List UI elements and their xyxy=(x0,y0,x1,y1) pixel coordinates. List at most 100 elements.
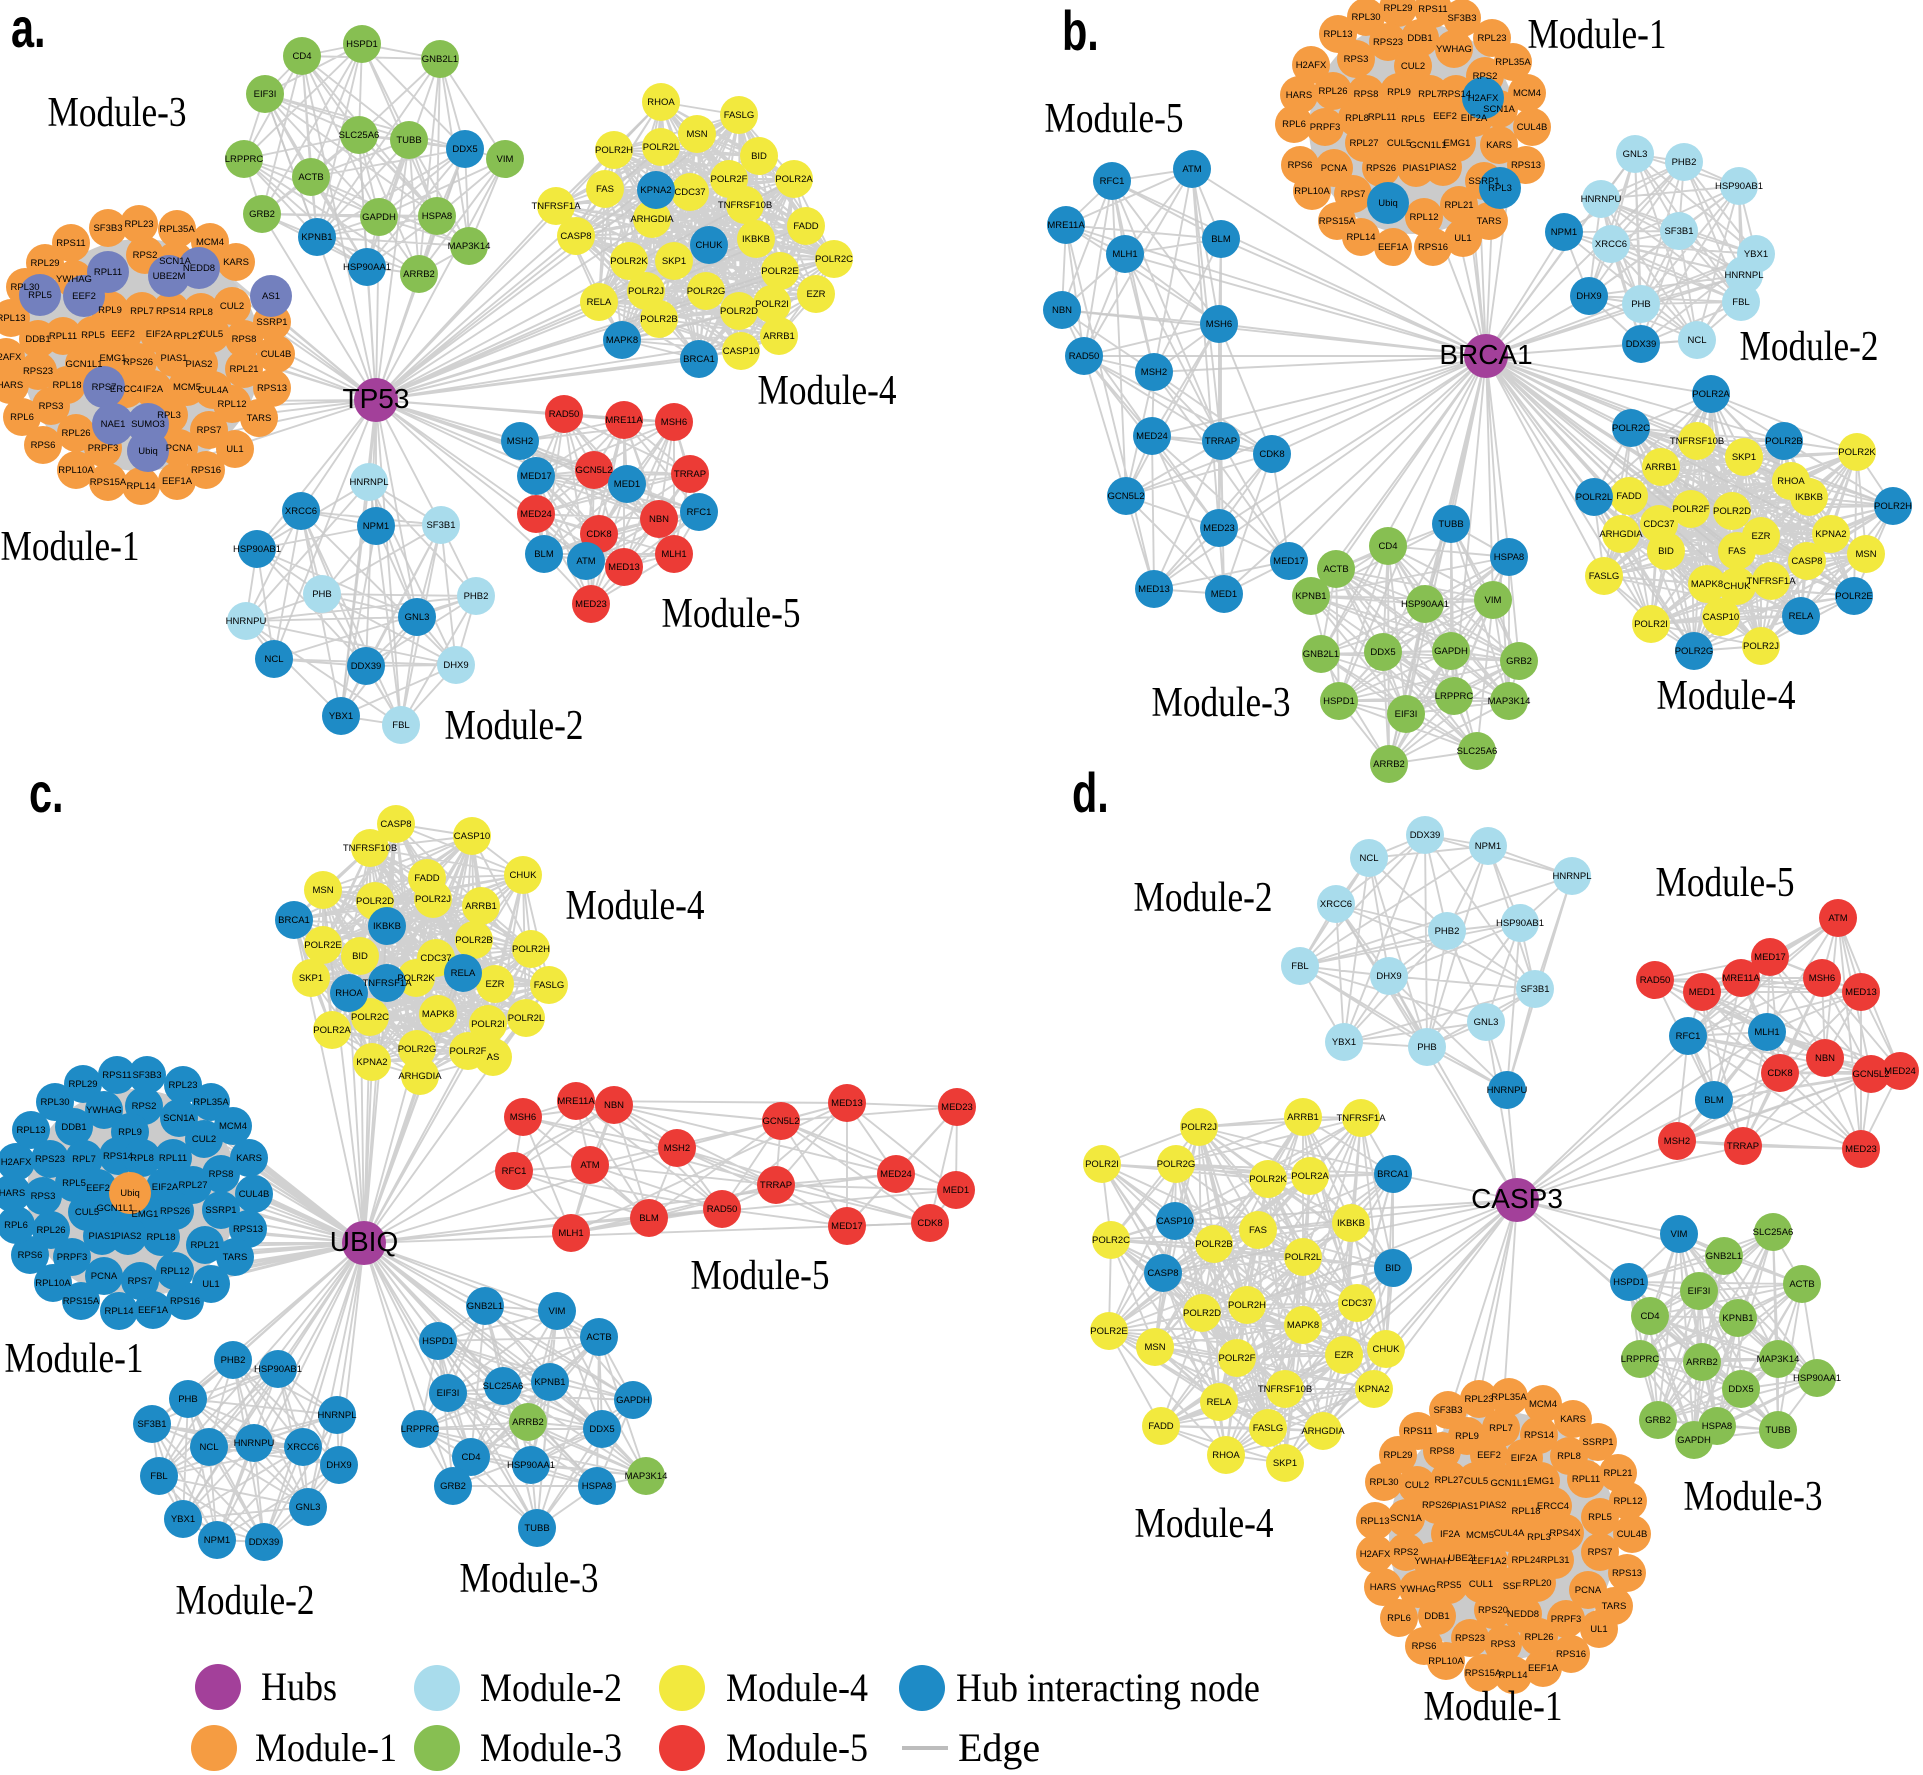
svg-text:CUL1: CUL1 xyxy=(1469,1579,1493,1590)
svg-text:CD4: CD4 xyxy=(461,1452,480,1463)
svg-text:RPS7: RPS7 xyxy=(92,382,117,393)
svg-text:NPM1: NPM1 xyxy=(1551,227,1577,238)
svg-text:RPL7: RPL7 xyxy=(72,1154,96,1165)
svg-text:Hub interacting node: Hub interacting node xyxy=(956,1666,1260,1710)
svg-text:RHOA: RHOA xyxy=(647,97,675,108)
svg-text:EEF1A: EEF1A xyxy=(1378,242,1409,253)
svg-text:MSH2: MSH2 xyxy=(664,1143,690,1154)
svg-text:NCL: NCL xyxy=(264,654,283,665)
svg-text:RPL13: RPL13 xyxy=(1360,1516,1389,1527)
svg-text:TUBB: TUBB xyxy=(1765,1425,1790,1436)
svg-text:RPL27: RPL27 xyxy=(1349,138,1378,149)
svg-text:MED1: MED1 xyxy=(1211,589,1237,600)
svg-text:DDX5: DDX5 xyxy=(452,144,477,155)
svg-text:AS: AS xyxy=(487,1052,500,1063)
svg-text:NPM1: NPM1 xyxy=(1475,841,1501,852)
svg-text:PHB: PHB xyxy=(1417,1042,1437,1053)
svg-text:MED24: MED24 xyxy=(1136,431,1168,442)
svg-text:RFC1: RFC1 xyxy=(1676,1031,1701,1042)
svg-text:PCNA: PCNA xyxy=(1321,163,1348,174)
svg-text:RPS26: RPS26 xyxy=(123,357,153,368)
svg-text:TARS: TARS xyxy=(1602,1601,1627,1612)
svg-text:POLR2L: POLR2L xyxy=(1576,492,1612,503)
svg-text:GRB2: GRB2 xyxy=(1645,1415,1671,1426)
svg-text:MED13: MED13 xyxy=(1138,584,1170,595)
svg-text:RPS15A: RPS15A xyxy=(1465,1668,1502,1679)
svg-text:RPL11: RPL11 xyxy=(1368,112,1396,123)
svg-text:MCM4: MCM4 xyxy=(1513,88,1541,99)
svg-text:KPNB1: KPNB1 xyxy=(1295,591,1326,602)
svg-text:HSPD1: HSPD1 xyxy=(1613,1277,1645,1288)
svg-text:HNRNPL: HNRNPL xyxy=(1552,871,1591,882)
svg-text:KARS: KARS xyxy=(223,257,249,268)
svg-text:CUL4B: CUL4B xyxy=(1617,1529,1648,1540)
svg-text:CUL2: CUL2 xyxy=(1401,61,1425,72)
svg-text:MED13: MED13 xyxy=(1845,987,1877,998)
svg-text:EIF3I: EIF3I xyxy=(437,1388,460,1399)
svg-text:PRPF3: PRPF3 xyxy=(1551,1614,1582,1625)
svg-text:HNRNPU: HNRNPU xyxy=(234,1438,275,1449)
svg-text:UBE2I: UBE2I xyxy=(1448,1553,1475,1564)
svg-text:IF2A: IF2A xyxy=(1440,1529,1461,1540)
svg-text:NBN: NBN xyxy=(1815,1053,1835,1064)
svg-text:POLR2J: POLR2J xyxy=(415,894,451,905)
svg-text:KPNB1: KPNB1 xyxy=(534,1377,565,1388)
svg-text:TP53: TP53 xyxy=(343,383,410,414)
svg-text:SCN1A: SCN1A xyxy=(1483,104,1515,115)
svg-text:FAS: FAS xyxy=(1728,546,1746,557)
svg-text:HSP90AB1: HSP90AB1 xyxy=(1496,918,1544,929)
svg-text:PIAS2: PIAS2 xyxy=(1480,1500,1507,1511)
svg-text:CDC37: CDC37 xyxy=(1341,1298,1372,1309)
svg-text:RPS7: RPS7 xyxy=(1341,189,1366,200)
svg-text:HSP90AA1: HSP90AA1 xyxy=(343,262,391,273)
svg-text:Module-3: Module-3 xyxy=(47,89,186,136)
svg-text:UL1: UL1 xyxy=(202,1279,219,1290)
svg-text:POLR2G: POLR2G xyxy=(1675,646,1714,657)
svg-text:RPS11: RPS11 xyxy=(102,1070,131,1081)
svg-text:DDB1: DDB1 xyxy=(61,1122,86,1133)
svg-text:RPL8: RPL8 xyxy=(130,1153,154,1164)
svg-text:KARS: KARS xyxy=(1486,140,1512,151)
svg-text:MED24: MED24 xyxy=(880,1169,912,1180)
svg-text:RHOA: RHOA xyxy=(1212,1450,1240,1461)
svg-text:POLR2A: POLR2A xyxy=(775,174,813,185)
svg-text:RPL21: RPL21 xyxy=(1444,200,1473,211)
svg-text:GNB2L1: GNB2L1 xyxy=(422,54,458,65)
svg-text:RPL5: RPL5 xyxy=(81,330,105,341)
svg-text:RAD50: RAD50 xyxy=(1640,975,1671,986)
svg-text:SLC25A6: SLC25A6 xyxy=(339,130,380,141)
svg-text:MED17: MED17 xyxy=(520,471,552,482)
svg-text:RPL35A: RPL35A xyxy=(1491,1392,1527,1403)
svg-text:PHB: PHB xyxy=(1631,299,1651,310)
svg-text:HNRNPU: HNRNPU xyxy=(226,616,267,627)
svg-text:RPL10A: RPL10A xyxy=(1294,186,1330,197)
svg-text:POLR2J: POLR2J xyxy=(628,286,664,297)
svg-text:Module-1: Module-1 xyxy=(1423,1683,1562,1730)
svg-text:RPL23: RPL23 xyxy=(1464,1394,1493,1405)
svg-text:EMG1: EMG1 xyxy=(1528,1476,1555,1487)
svg-text:RPL21: RPL21 xyxy=(1603,1468,1632,1479)
svg-text:VIM: VIM xyxy=(549,1306,566,1317)
svg-text:VIM: VIM xyxy=(497,154,514,165)
svg-text:RPL8: RPL8 xyxy=(1345,113,1369,124)
svg-text:RPL7: RPL7 xyxy=(130,306,154,317)
svg-text:POLR2H: POLR2H xyxy=(1228,1300,1266,1311)
svg-text:MRE11A: MRE11A xyxy=(1047,220,1085,231)
svg-text:NCL: NCL xyxy=(1687,335,1706,346)
svg-text:HNRNPL: HNRNPL xyxy=(349,477,388,488)
svg-text:RPL30: RPL30 xyxy=(1351,12,1380,23)
svg-text:FADD: FADD xyxy=(1148,1421,1173,1432)
svg-text:MSH2: MSH2 xyxy=(507,436,533,447)
svg-text:RPL26: RPL26 xyxy=(1318,86,1347,97)
svg-text:CUL5: CUL5 xyxy=(1387,138,1411,149)
svg-text:RPL3: RPL3 xyxy=(157,410,181,421)
svg-text:MED1: MED1 xyxy=(1689,987,1715,998)
svg-text:ARRB1: ARRB1 xyxy=(1287,1112,1319,1123)
svg-text:EIF2A: EIF2A xyxy=(1461,113,1488,124)
svg-text:RPS15A: RPS15A xyxy=(63,1296,100,1307)
svg-text:GCN5L2: GCN5L2 xyxy=(1108,491,1145,502)
svg-text:H2AFX: H2AFX xyxy=(1,1157,32,1168)
svg-text:CUL5: CUL5 xyxy=(199,329,223,340)
svg-text:RPL31: RPL31 xyxy=(1540,1555,1569,1566)
svg-text:RPL14: RPL14 xyxy=(1498,1670,1527,1681)
